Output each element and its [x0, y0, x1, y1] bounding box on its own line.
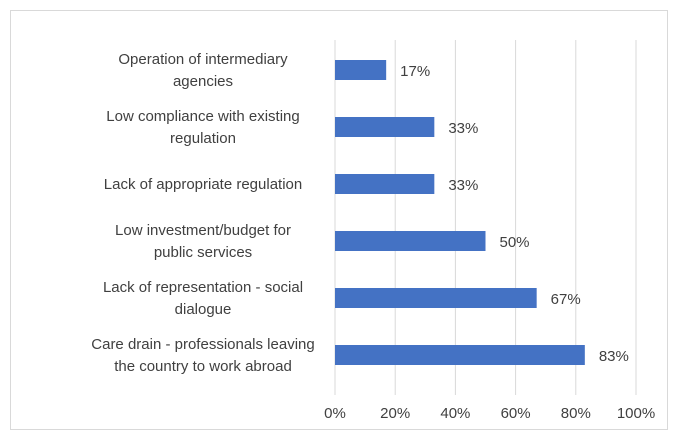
- data-label: 17%: [400, 63, 430, 80]
- bar: [335, 345, 585, 365]
- bar: [335, 117, 435, 137]
- data-label: 33%: [448, 177, 478, 194]
- bar: [335, 60, 387, 80]
- category-label: public services: [154, 244, 252, 261]
- bar: [335, 231, 486, 251]
- category-label: agencies: [173, 73, 233, 90]
- data-label: 67%: [551, 291, 581, 308]
- x-tick-label: 20%: [380, 405, 410, 422]
- category-label: Low compliance with existing: [106, 108, 299, 125]
- bar: [335, 174, 435, 194]
- x-tick-label: 100%: [617, 405, 655, 422]
- x-tick-label: 40%: [440, 405, 470, 422]
- category-label: regulation: [170, 130, 236, 147]
- x-tick-label: 80%: [561, 405, 591, 422]
- category-label: dialogue: [175, 301, 232, 318]
- bar: [335, 288, 537, 308]
- data-label: 33%: [448, 120, 478, 137]
- category-label: Operation of intermediary: [118, 51, 288, 68]
- category-label: Care drain - professionals leaving: [91, 336, 314, 353]
- category-label: Lack of representation - social: [103, 279, 303, 296]
- data-label: 83%: [599, 348, 629, 365]
- x-tick-label: 0%: [324, 405, 346, 422]
- data-label: 50%: [500, 234, 530, 251]
- category-label: the country to work abroad: [114, 358, 292, 375]
- x-tick-label: 60%: [501, 405, 531, 422]
- category-label: Low investment/budget for: [115, 222, 291, 239]
- category-label: Lack of appropriate regulation: [104, 176, 302, 193]
